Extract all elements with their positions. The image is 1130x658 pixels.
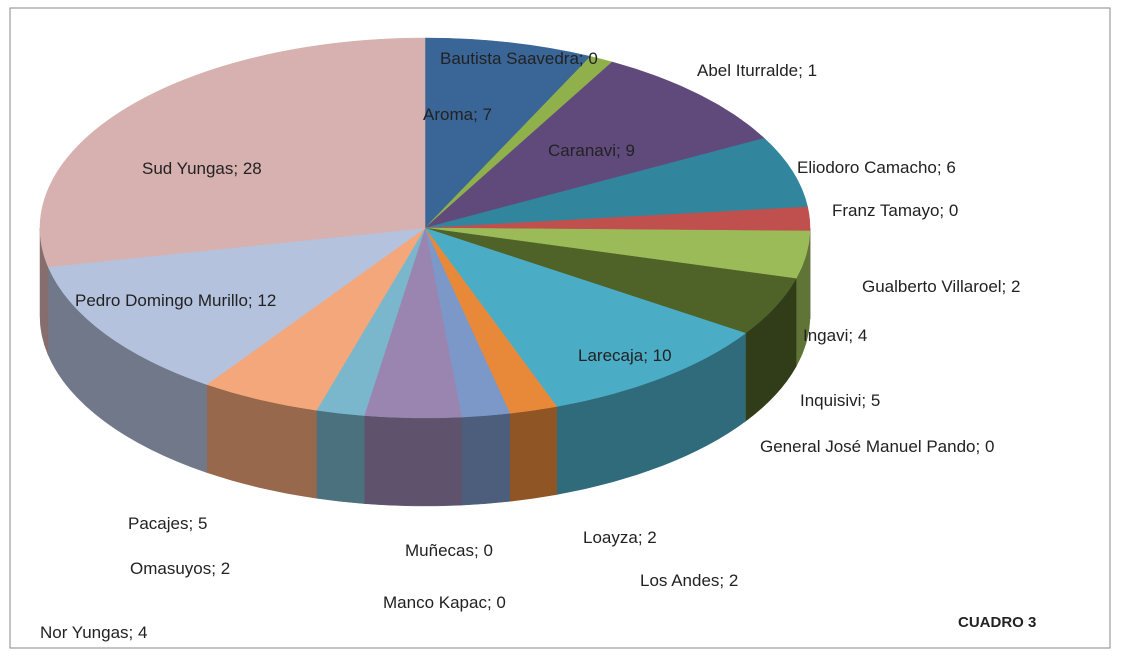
- data-label-category: Larecaja: [578, 346, 644, 365]
- data-label-value: 2: [647, 528, 656, 547]
- data-label-value: 5: [871, 391, 880, 410]
- data-label-category: Muñecas: [405, 541, 474, 560]
- data-label: Muñecas; 0: [405, 541, 493, 560]
- pie-slice: [424, 37, 591, 229]
- data-label: Sud Yungas; 28: [142, 159, 262, 178]
- data-label-category: Sud Yungas: [142, 159, 233, 178]
- data-label-value: 9: [626, 141, 635, 160]
- data-label: Franz Tamayo; 0: [832, 201, 958, 220]
- pie-slice: [39, 37, 426, 268]
- data-label-separator: ;: [638, 528, 647, 547]
- data-label-separator: ;: [939, 201, 948, 220]
- data-label-category: Loayza: [583, 528, 638, 547]
- data-label-value: 2: [1011, 277, 1020, 296]
- data-label: Inquisivi; 5: [800, 391, 880, 410]
- data-label-separator: ;: [643, 346, 652, 365]
- data-label-value: 2: [729, 571, 738, 590]
- data-label-separator: ;: [975, 437, 984, 456]
- data-label-category: Nor Yungas: [40, 623, 129, 642]
- data-label: General José Manuel Pando; 0: [760, 437, 994, 456]
- data-label: Gualberto Villaroel; 2: [862, 277, 1020, 296]
- data-label: Nor Yungas; 4: [40, 623, 147, 642]
- data-label-separator: ;: [861, 391, 870, 410]
- pie-sides: [39, 227, 811, 507]
- data-label-separator: ;: [129, 623, 138, 642]
- data-label-value: 0: [949, 201, 958, 220]
- pie-slice: [424, 137, 808, 229]
- data-label: Ingavi; 4: [803, 326, 867, 345]
- data-label-separator: ;: [579, 49, 588, 68]
- data-label: Pacajes; 5: [128, 514, 207, 533]
- data-label-category: Aroma: [423, 105, 474, 124]
- data-label: Pedro Domingo Murillo; 12: [75, 291, 276, 310]
- data-label-value: 1: [808, 61, 817, 80]
- data-label-category: Gualberto Villaroel: [862, 277, 1002, 296]
- data-label-value: 0: [985, 437, 994, 456]
- data-label-category: Manco Kapac: [383, 593, 487, 612]
- data-label-value: 5: [198, 514, 207, 533]
- data-label-separator: ;: [616, 141, 625, 160]
- data-label: Caranavi; 9: [548, 141, 635, 160]
- pie-side: [316, 410, 365, 504]
- pie-slice: [47, 227, 426, 385]
- data-label-separator: ;: [487, 593, 496, 612]
- annotation: CUADRO 3: [958, 614, 1036, 631]
- data-label-value: 12: [257, 291, 276, 310]
- data-label-value: 7: [483, 105, 492, 124]
- data-label-separator: ;: [211, 559, 220, 578]
- pie-slice: [424, 61, 765, 229]
- pie-slice: [424, 227, 747, 407]
- data-label-category: Franz Tamayo: [832, 201, 939, 220]
- data-label: Eliodoro Camacho; 6: [797, 158, 956, 177]
- data-label: Larecaja; 10: [578, 346, 672, 365]
- data-label: Manco Kapac; 0: [383, 593, 506, 612]
- data-label: Omasuyos; 2: [130, 559, 230, 578]
- data-label-value: 0: [483, 541, 492, 560]
- data-label-separator: ;: [474, 541, 483, 560]
- data-label-category: Pedro Domingo Murillo: [75, 291, 248, 310]
- data-label: Loayza; 2: [583, 528, 657, 547]
- data-label-separator: ;: [719, 571, 728, 590]
- data-label-category: Abel Iturralde: [697, 61, 798, 80]
- data-label-value: 2: [221, 559, 230, 578]
- data-label-separator: ;: [188, 514, 197, 533]
- pie-tops: [39, 37, 811, 419]
- data-label-category: Bautista Saavedra: [440, 49, 579, 68]
- data-label-category: Omasuyos: [130, 559, 211, 578]
- data-label-separator: ;: [1002, 277, 1011, 296]
- data-label-category: Caranavi: [548, 141, 616, 160]
- data-label-separator: ;: [473, 105, 482, 124]
- data-label-value: 10: [653, 346, 672, 365]
- data-label-category: General José Manuel Pando: [760, 437, 975, 456]
- data-label-category: Eliodoro Camacho: [797, 158, 937, 177]
- data-label-value: 4: [858, 326, 867, 345]
- pie-side: [509, 406, 557, 502]
- data-label-value: 6: [946, 158, 955, 177]
- data-label: Aroma; 7: [423, 105, 492, 124]
- data-label-category: Ingavi: [803, 326, 848, 345]
- data-label-category: Los Andes: [640, 571, 719, 590]
- pie-side: [363, 415, 462, 507]
- data-label-value: 0: [588, 49, 597, 68]
- data-label-separator: ;: [937, 158, 946, 177]
- data-label-separator: ;: [233, 159, 242, 178]
- data-label-separator: ;: [848, 326, 857, 345]
- data-label: Los Andes; 2: [640, 571, 738, 590]
- data-label-value: 0: [496, 593, 505, 612]
- data-label-value: 4: [138, 623, 147, 642]
- data-label-value: 28: [243, 159, 262, 178]
- data-label-category: Pacajes: [128, 514, 188, 533]
- data-label: Abel Iturralde; 1: [697, 61, 817, 80]
- data-label-separator: ;: [798, 61, 807, 80]
- data-label: Bautista Saavedra; 0: [440, 49, 598, 68]
- data-label-separator: ;: [248, 291, 257, 310]
- data-label-category: Inquisivi: [800, 391, 861, 410]
- pie-side: [461, 413, 511, 506]
